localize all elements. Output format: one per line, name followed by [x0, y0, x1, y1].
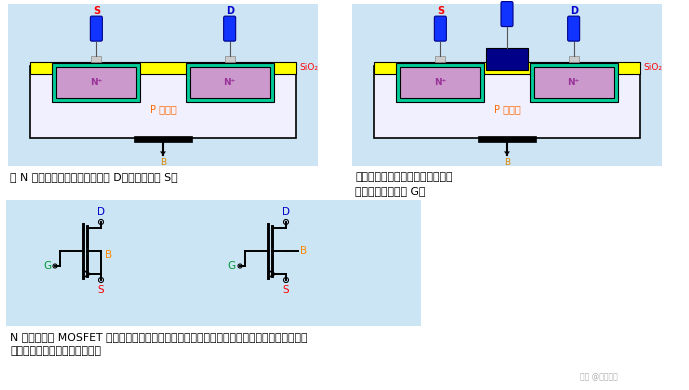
FancyBboxPatch shape [568, 16, 579, 41]
Text: 层金属铝作为栏极 G。: 层金属铝作为栏极 G。 [355, 186, 425, 196]
Bar [8, 4, 318, 166]
Bar [530, 63, 617, 102]
Bar [52, 63, 141, 102]
Bar [352, 4, 662, 166]
Bar [134, 136, 192, 142]
Text: S: S [93, 5, 100, 16]
Text: SiO₂: SiO₂ [299, 64, 318, 73]
Bar [435, 56, 445, 62]
Text: 头条 @衡丽电子: 头条 @衡丽电子 [580, 372, 618, 381]
Text: S: S [282, 285, 289, 295]
Text: N⁺: N⁺ [568, 78, 579, 87]
Bar [400, 67, 480, 98]
Text: S: S [437, 5, 444, 16]
Bar [30, 66, 296, 138]
Text: G: G [43, 261, 51, 271]
Bar [534, 67, 614, 98]
Bar [373, 66, 640, 138]
Text: D: D [570, 5, 577, 16]
Text: N⁺: N⁺ [223, 78, 236, 87]
FancyBboxPatch shape [90, 16, 103, 41]
FancyBboxPatch shape [434, 16, 446, 41]
Text: P 型衬底: P 型衬底 [493, 104, 520, 114]
Text: B: B [504, 158, 510, 167]
Text: G: G [228, 261, 236, 271]
Bar [477, 136, 536, 142]
FancyBboxPatch shape [224, 16, 236, 41]
Bar [568, 56, 579, 62]
Text: SiO₂: SiO₂ [644, 64, 662, 73]
Text: B: B [300, 246, 307, 256]
Text: B: B [160, 158, 166, 167]
Polygon shape [504, 151, 510, 156]
Text: N⁺: N⁺ [90, 78, 103, 87]
Bar [189, 67, 269, 98]
Text: D: D [97, 207, 105, 217]
Text: N⁺: N⁺ [434, 78, 446, 87]
Bar [56, 67, 136, 98]
FancyBboxPatch shape [501, 2, 513, 27]
Bar [185, 63, 274, 102]
Text: N 沟道增强型 MOSFET 的符号如图所示。左面的一个衯底在内部与源极相连，右面的一个没有: N 沟道增强型 MOSFET 的符号如图所示。左面的一个衯底在内部与源极相连，右… [10, 332, 307, 342]
Bar [6, 200, 421, 326]
Text: 连接，使用时需要在外部连接。: 连接，使用时需要在外部连接。 [10, 346, 101, 356]
Bar [396, 63, 484, 102]
Text: S: S [98, 285, 104, 295]
Bar [30, 62, 296, 74]
Text: D: D [226, 5, 234, 16]
Bar [373, 62, 640, 74]
Bar [486, 48, 528, 71]
Text: P 型衬底: P 型衬底 [150, 104, 176, 114]
Text: 从 N 型区引出电极，一个是漏极 D，一个是源极 S。: 从 N 型区引出电极，一个是漏极 D，一个是源极 S。 [10, 172, 178, 182]
Bar [92, 56, 101, 62]
Bar [225, 56, 235, 62]
Text: 在源极和漏极之间的络缘层上镀一: 在源极和漏极之间的络缘层上镀一 [355, 172, 453, 182]
Text: B: B [105, 250, 112, 260]
Polygon shape [160, 151, 166, 156]
Text: D: D [282, 207, 290, 217]
Text: G: G [503, 0, 511, 1]
